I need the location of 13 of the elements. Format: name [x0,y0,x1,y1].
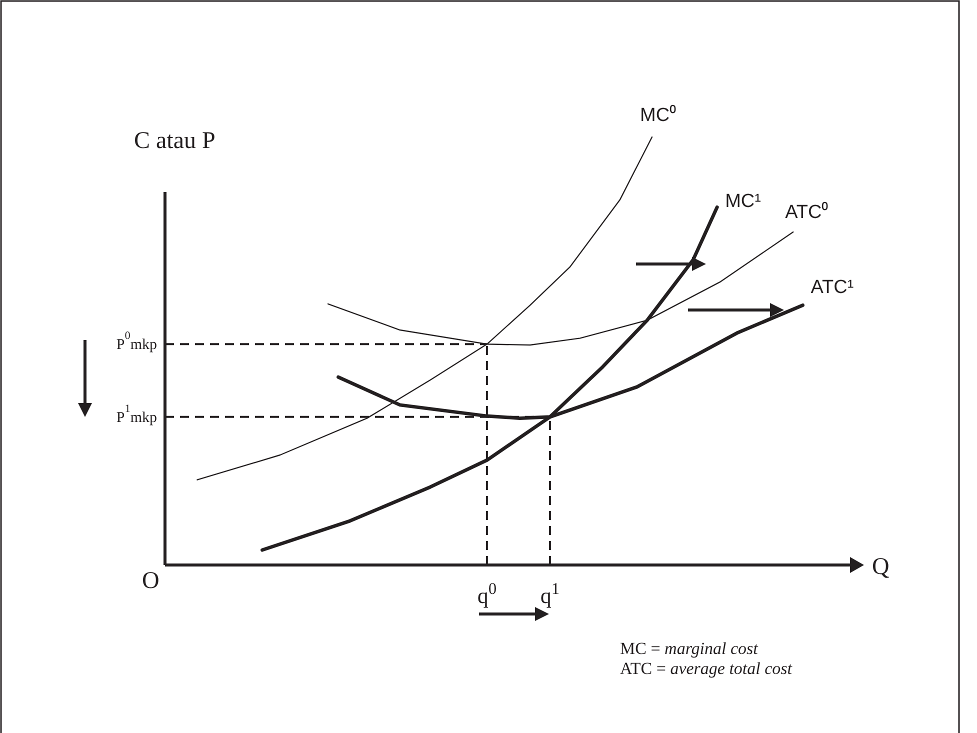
ref-line-label: P$^{1}$mkp [116,402,157,426]
series-label: MC⁰ [640,104,677,126]
series-label: MC¹ [725,191,761,212]
series-label: ATC⁰ [785,201,829,224]
x-tick-label: q$^{1}$ [540,578,560,608]
text: MC = marginal cost [620,639,760,658]
text: ATC = average total cost [620,659,794,678]
x-axis-title: Q [872,554,890,580]
text: O [142,568,160,594]
x-tick-label: q$^{0}$ [477,578,497,608]
series-label: ATC¹ [810,277,854,298]
ref-line-label: P$^{0}$mkp [116,330,157,354]
y-axis-title: C atau P [134,128,216,154]
